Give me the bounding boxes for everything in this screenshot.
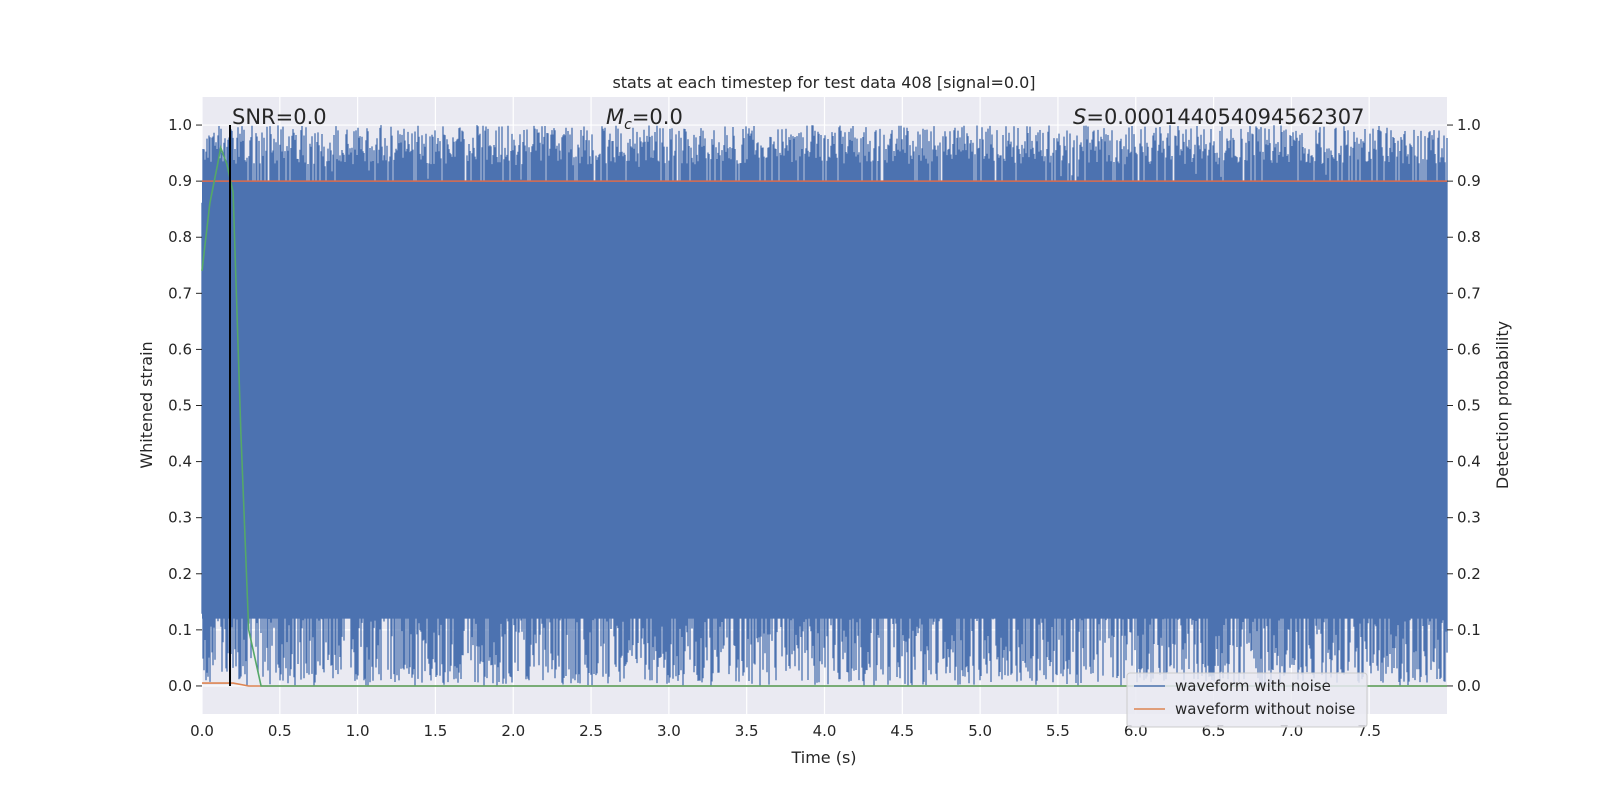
y-tick-label-right: 0.5 xyxy=(1457,397,1481,415)
y-tick-label: 0.5 xyxy=(168,397,192,415)
y-tick-label-right: 0.1 xyxy=(1457,621,1481,639)
y-tick-label-right: 0.2 xyxy=(1457,565,1481,583)
y-tick-label-right: 0.3 xyxy=(1457,509,1481,527)
y-tick-label: 0.7 xyxy=(168,284,192,302)
series-line-detection-probability xyxy=(201,144,1447,687)
x-tick-label: 2.5 xyxy=(579,722,603,740)
s-value: =0.000144054094562307 xyxy=(1086,105,1364,129)
chirp-mass-value: =0.0 xyxy=(632,105,683,129)
legend-box xyxy=(1126,672,1368,728)
y-tick-label: 0.3 xyxy=(168,509,192,527)
y-tick-label: 0.1 xyxy=(168,621,192,639)
y-axis-label-right: Detection probability xyxy=(1493,321,1512,489)
y-axis-label-left: Whitened strain xyxy=(137,341,156,468)
y-tick-label-right: 0.9 xyxy=(1457,172,1481,190)
x-tick-label: 4.0 xyxy=(813,722,837,740)
legend-label-noise: waveform with noise xyxy=(1175,677,1331,695)
s-symbol: S xyxy=(1073,105,1086,129)
x-tick-label: 3.0 xyxy=(657,722,681,740)
x-axis-label: Time (s) xyxy=(790,748,856,767)
y-tick-label-right: 0.7 xyxy=(1457,284,1481,302)
x-tick-label: 5.0 xyxy=(968,722,992,740)
legend-label-clean: waveform without noise xyxy=(1175,700,1355,718)
data-layer xyxy=(201,125,1448,687)
series-line-waveform-with-noise xyxy=(201,125,1448,686)
y-tick-label-right: 0.4 xyxy=(1457,453,1481,471)
y-ticks-left: 0.0 0.1 0.2 0.3 0.4 0.5 0.6 0.7 0.8 0.9 1.0 xyxy=(168,116,202,695)
y-tick-label: 0.2 xyxy=(168,565,192,583)
snr-annotation: SNR=0.0 xyxy=(232,105,327,129)
x-tick-label: 0.5 xyxy=(268,722,292,740)
y-tick-label: 0.4 xyxy=(168,453,192,471)
y-tick-label-right: 0.8 xyxy=(1457,228,1481,246)
chirp-mass-subscript: c xyxy=(624,117,632,133)
y-tick-label-right: 0.0 xyxy=(1457,677,1481,695)
x-tick-label: 1.5 xyxy=(424,722,448,740)
s-annotation: S=0.000144054094562307 xyxy=(1073,105,1364,129)
x-tick-label: 0.0 xyxy=(190,722,214,740)
y-tick-label-right: 1.0 xyxy=(1457,116,1481,134)
y-tick-label-right: 0.6 xyxy=(1457,340,1481,358)
y-tick-label: 1.0 xyxy=(168,116,192,134)
y-tick-label: 0.9 xyxy=(168,172,192,190)
chirp-mass-annotation: Mc=0.0 xyxy=(606,105,683,133)
y-ticks-right: 0.0 0.1 0.2 0.3 0.4 0.5 0.6 0.7 0.8 0.9 1.0 xyxy=(1447,116,1481,695)
chirp-mass-symbol: M xyxy=(606,105,624,129)
x-tick-label: 3.5 xyxy=(735,722,759,740)
x-tick-label: 5.5 xyxy=(1046,722,1070,740)
legend: waveform with noise waveform without noi… xyxy=(1126,672,1368,728)
chart-title: stats at each timestep for test data 408… xyxy=(612,73,1035,92)
x-tick-label: 1.0 xyxy=(346,722,370,740)
y-tick-label: 0.8 xyxy=(168,228,192,246)
x-tick-label: 2.0 xyxy=(501,722,525,740)
y-tick-label: 0.0 xyxy=(168,677,192,695)
y-tick-label: 0.6 xyxy=(168,340,192,358)
x-tick-label: 4.5 xyxy=(890,722,914,740)
